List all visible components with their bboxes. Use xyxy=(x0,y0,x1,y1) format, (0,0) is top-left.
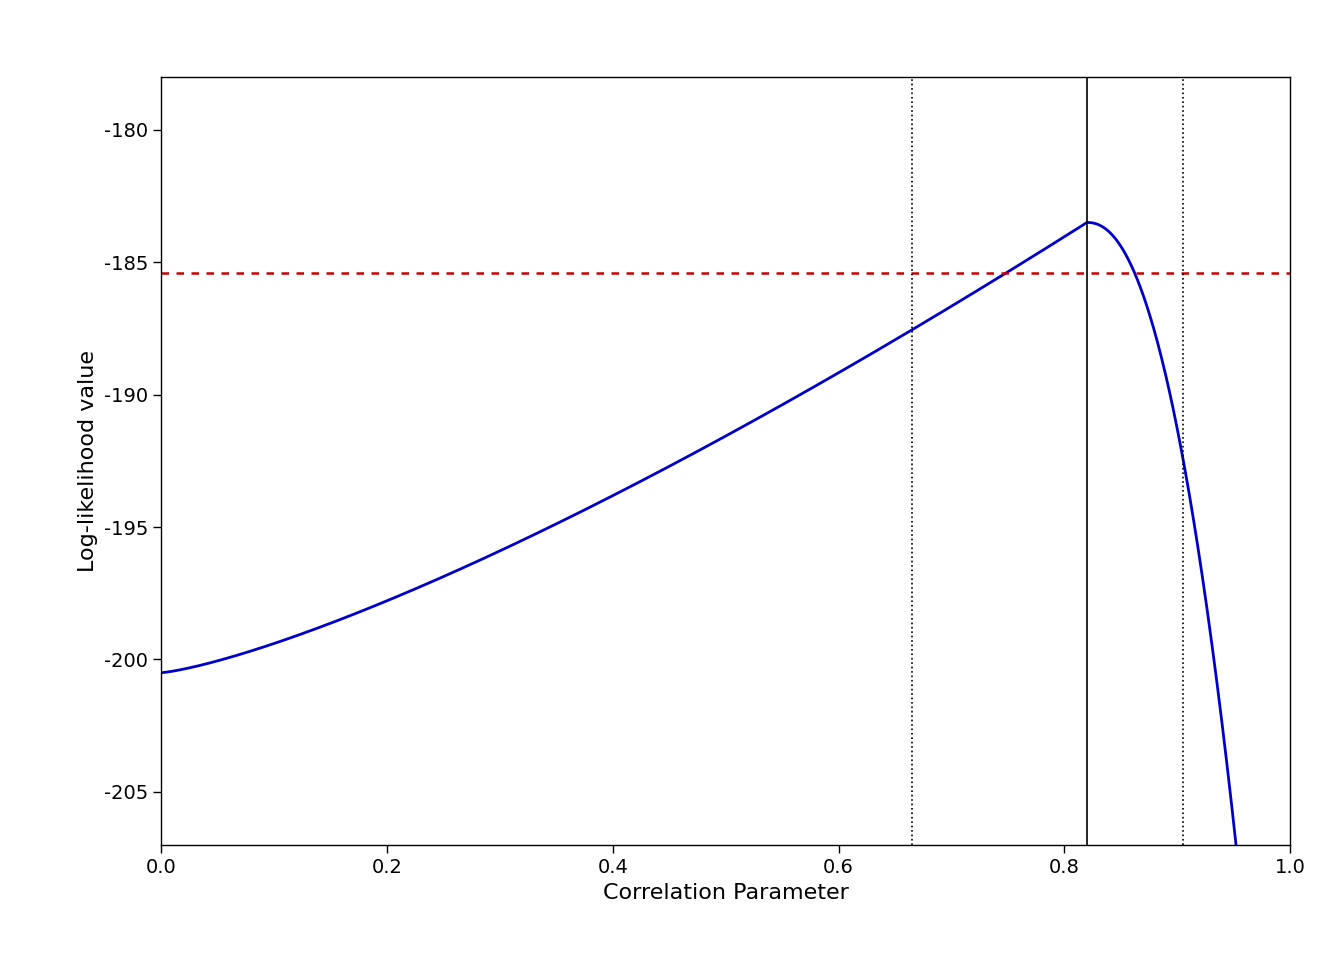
X-axis label: Correlation Parameter: Correlation Parameter xyxy=(603,882,848,902)
Y-axis label: Log-likelihood value: Log-likelihood value xyxy=(78,349,98,572)
